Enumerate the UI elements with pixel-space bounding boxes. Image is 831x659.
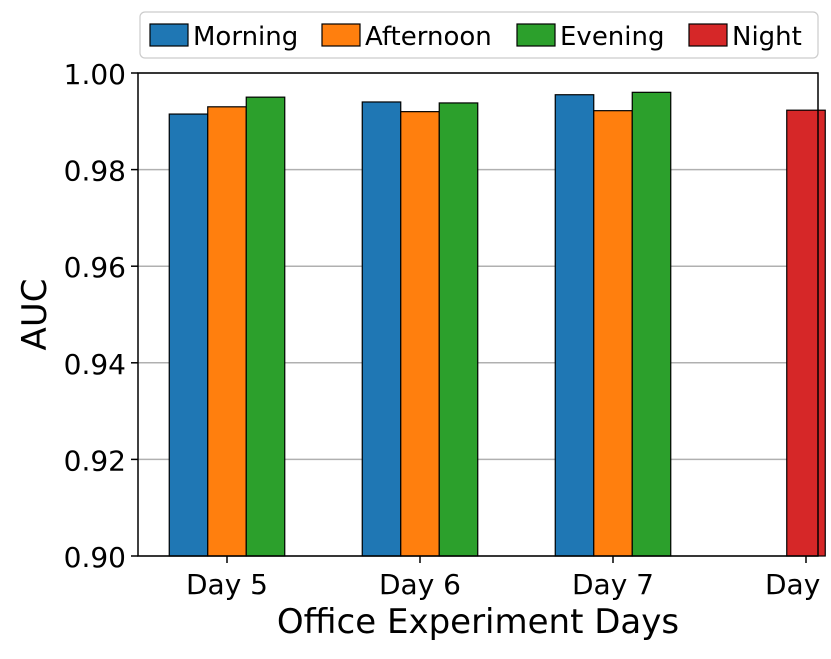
legend-box [139,11,819,59]
y-tick-label: 0.90 [64,541,126,574]
y-axis-label: AUC [15,279,55,351]
y-tick-label: 0.94 [64,348,126,381]
bar-morning-day-6 [361,101,402,557]
legend-swatch-morning [149,23,189,47]
bar-afternoon-day-6 [400,111,440,557]
x-tick-label: Day 8 [765,568,831,601]
x-tick-label: Day 7 [572,568,654,601]
x-tick-label: Day 5 [186,568,268,601]
bar-evening-day-7 [631,91,672,557]
legend-swatch-afternoon [321,23,361,47]
bar-afternoon-day-7 [593,110,633,557]
axes: 0.90 0.92 0.94 0.96 0.98 1.00 Day 5 Day 6 Day 7 D… [64,58,831,601]
y-tick-label: 1.00 [64,58,126,91]
bar-morning-day-7 [554,94,595,557]
bars [168,91,826,557]
x-tick-label: Day 6 [379,568,461,601]
bar-evening-day-5 [245,96,286,557]
y-tick-label: 0.96 [64,251,126,284]
legend-label-afternoon: Afternoon [365,22,492,52]
bar-afternoon-day-5 [207,106,247,557]
bar-night-day-8 [786,109,826,557]
legend-label-morning: Morning [193,22,298,52]
bar-morning-day-5 [168,113,209,557]
legend-swatch-night [688,23,728,47]
y-tick-label: 0.92 [64,444,126,477]
y-tick-label: 0.98 [64,155,126,188]
bar-evening-day-6 [438,102,479,557]
plot-frame [137,72,819,557]
x-axis-label: Office Experiment Days [277,602,679,642]
legend-label-evening: Evening [560,22,665,52]
legend-label-night: Night [732,22,802,52]
legend-swatch-evening [516,23,556,47]
legend: Morning Afternoon Evening Night [139,11,819,59]
